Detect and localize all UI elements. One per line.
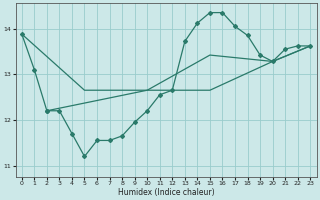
X-axis label: Humidex (Indice chaleur): Humidex (Indice chaleur) bbox=[118, 188, 214, 197]
